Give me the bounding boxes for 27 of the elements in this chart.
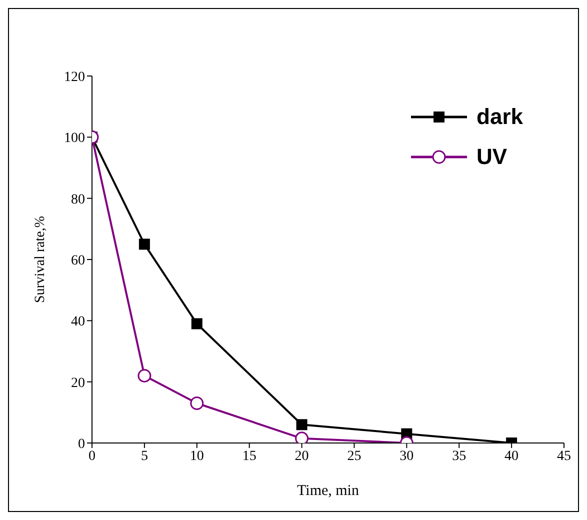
x-tick-label: 45	[557, 448, 571, 464]
x-tick-label: 40	[504, 448, 519, 464]
y-tick-label: 60	[71, 253, 85, 268]
point	[295, 432, 309, 443]
point	[138, 238, 150, 250]
x-tick-label: 0	[88, 448, 96, 464]
y-tick-label: 20	[71, 376, 85, 391]
legend-label: UV	[476, 144, 508, 170]
x-tick-label: 10	[190, 448, 204, 464]
y-tick-label: 0	[78, 436, 85, 452]
x-tick-label: 5	[140, 448, 148, 464]
x-tick-label: 25	[347, 448, 362, 464]
y-tick-label: 120	[64, 70, 85, 85]
y-tick-label: 100	[64, 131, 85, 146]
x-axis-title: Time, min	[297, 483, 360, 499]
point	[296, 419, 308, 430]
y-axis-title: Survival rate,%	[32, 216, 48, 304]
point	[191, 318, 202, 330]
point	[190, 396, 204, 410]
y-tick-label: 40	[71, 314, 85, 330]
point	[138, 368, 152, 382]
x-tick-label: 15	[242, 448, 256, 464]
x-tick-label: 20	[294, 448, 309, 464]
legend-label: dark	[476, 104, 523, 130]
y-tick-label: 80	[71, 192, 85, 208]
x-tick-label: 30	[400, 448, 414, 464]
x-tick-label: 35	[452, 448, 466, 464]
